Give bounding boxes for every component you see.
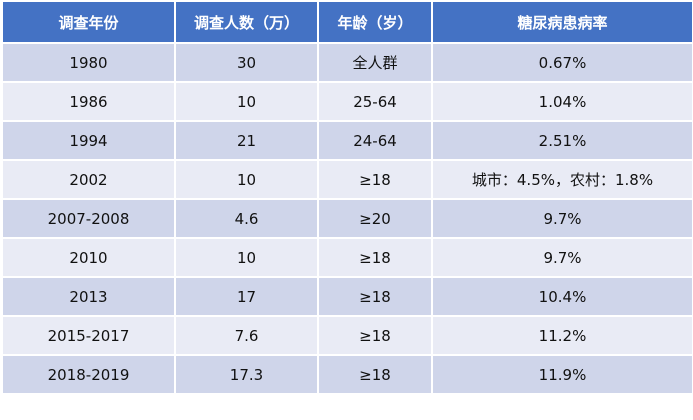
header-cell: 糖尿病患病率 bbox=[431, 0, 693, 44]
table-cell: 10 bbox=[174, 159, 319, 200]
table-cell: 全人群 bbox=[317, 42, 433, 83]
table-cell: 11.2% bbox=[431, 315, 693, 356]
data-table: 调查年份 调查人数（万） 年龄（岁） 糖尿病患病率 1980 30 全人群 0.67% 198… bbox=[1, 0, 693, 395]
table-cell: 1986 bbox=[1, 81, 176, 122]
table-row: 2010 10 ≥18 9.7% bbox=[1, 237, 693, 278]
table-cell: ≥20 bbox=[317, 198, 433, 239]
table-cell: 1994 bbox=[1, 120, 176, 161]
table-cell: 2015-2017 bbox=[1, 315, 176, 356]
header-cell: 年龄（岁） bbox=[317, 0, 433, 44]
table-cell: 9.7% bbox=[431, 237, 693, 278]
table-cell: 城市：4.5%，农村：1.8% bbox=[431, 159, 693, 200]
table-cell: 10 bbox=[174, 237, 319, 278]
table-cell: 2007-2008 bbox=[1, 198, 176, 239]
table-cell: ≥18 bbox=[317, 237, 433, 278]
table-cell: 10.4% bbox=[431, 276, 693, 317]
table-cell: 9.7% bbox=[431, 198, 693, 239]
table-row: 1980 30 全人群 0.67% bbox=[1, 42, 693, 83]
table-cell: 2013 bbox=[1, 276, 176, 317]
table-row: 1986 10 25-64 1.04% bbox=[1, 81, 693, 122]
table-cell: ≥18 bbox=[317, 354, 433, 395]
table-cell: 17.3 bbox=[174, 354, 319, 395]
table-row: 2013 17 ≥18 10.4% bbox=[1, 276, 693, 317]
table-cell: 2018-2019 bbox=[1, 354, 176, 395]
table-cell: 0.67% bbox=[431, 42, 693, 83]
header-cell: 调查年份 bbox=[1, 0, 176, 44]
table-cell: 25-64 bbox=[317, 81, 433, 122]
table-cell: 24-64 bbox=[317, 120, 433, 161]
table-cell: 10 bbox=[174, 81, 319, 122]
table-cell: 4.6 bbox=[174, 198, 319, 239]
table-row: 2015-2017 7.6 ≥18 11.2% bbox=[1, 315, 693, 356]
table-body: 1980 30 全人群 0.67% 1986 10 25-64 1.04% 1994 21 24-6… bbox=[1, 42, 693, 395]
table-cell: ≥18 bbox=[317, 315, 433, 356]
table-cell: 30 bbox=[174, 42, 319, 83]
table-row: 2018-2019 17.3 ≥18 11.9% bbox=[1, 354, 693, 395]
table-cell: ≥18 bbox=[317, 159, 433, 200]
table-cell: 2010 bbox=[1, 237, 176, 278]
table-row: 2007-2008 4.6 ≥20 9.7% bbox=[1, 198, 693, 239]
header-cell: 调查人数（万） bbox=[174, 0, 319, 44]
table-cell: ≥18 bbox=[317, 276, 433, 317]
table-cell: 1980 bbox=[1, 42, 176, 83]
table-cell: 7.6 bbox=[174, 315, 319, 356]
table-cell: 2002 bbox=[1, 159, 176, 200]
table-cell: 1.04% bbox=[431, 81, 693, 122]
table-row: 1994 21 24-64 2.51% bbox=[1, 120, 693, 161]
table-cell: 17 bbox=[174, 276, 319, 317]
table-cell: 21 bbox=[174, 120, 319, 161]
table-cell: 2.51% bbox=[431, 120, 693, 161]
table-row: 2002 10 ≥18 城市：4.5%，农村：1.8% bbox=[1, 159, 693, 200]
table-cell: 11.9% bbox=[431, 354, 693, 395]
header-row: 调查年份 调查人数（万） 年龄（岁） 糖尿病患病率 bbox=[1, 0, 693, 44]
